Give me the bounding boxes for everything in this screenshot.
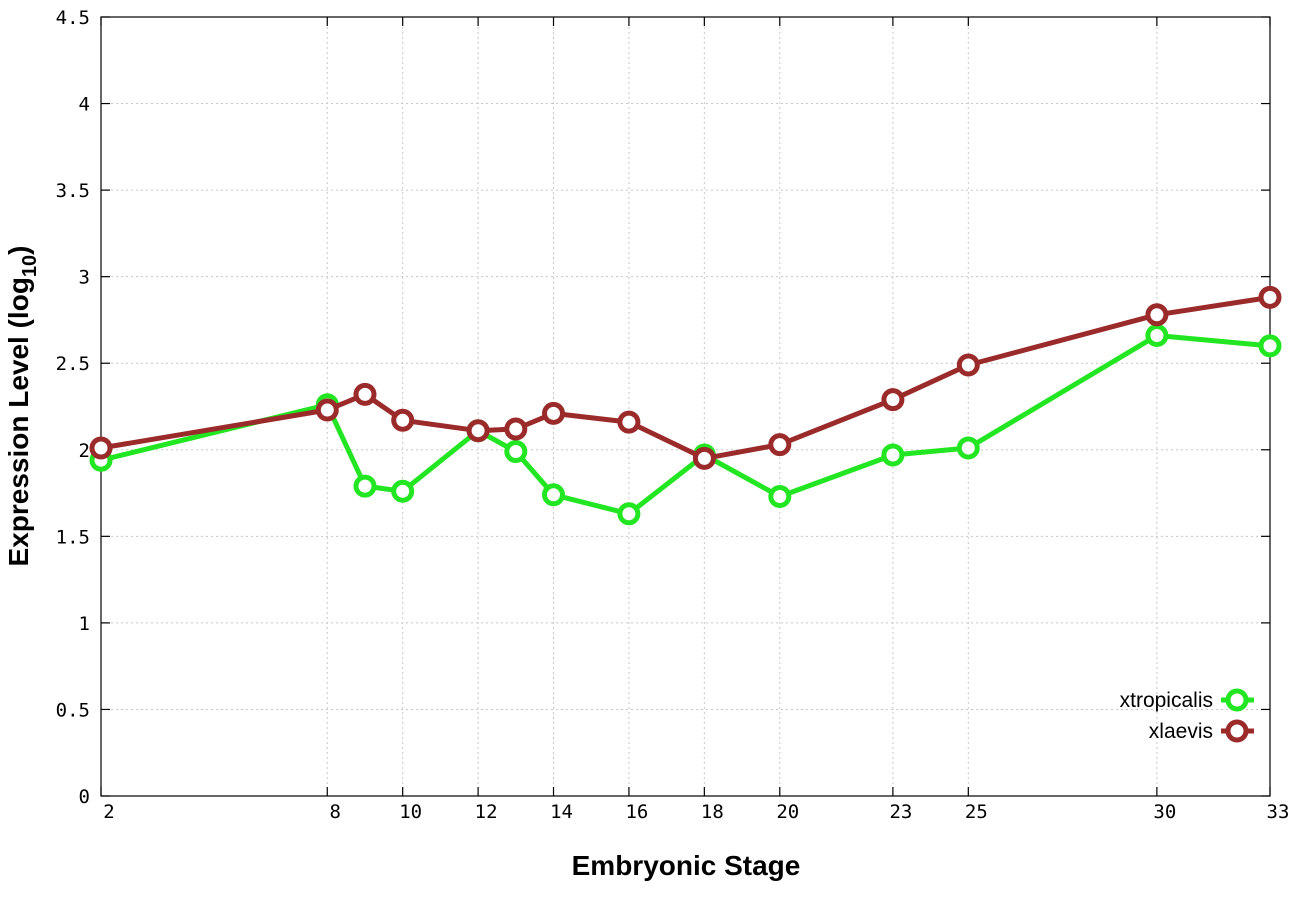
x-tick-label: 10	[399, 801, 422, 823]
legend-entry-xlaevis: xlaevis	[1149, 719, 1254, 743]
data-point-xlaevis	[542, 401, 565, 425]
axis-ticks: 0 0.5 1 1.5 2 2.5 3 3.5 4 4.5 2 8 10 12 14 16 18 20 23 25 30…	[56, 7, 1290, 823]
data-point-xtropicalis	[617, 502, 641, 526]
data-point-xtropicalis	[542, 483, 565, 507]
data-point-xlaevis	[315, 398, 339, 422]
y-tick-label: 4	[79, 94, 90, 116]
data-point-xlaevis	[353, 382, 377, 406]
data-point-xlaevis	[89, 436, 113, 460]
x-tick-label: 30	[1153, 801, 1176, 823]
y-tick-label: 2.5	[56, 353, 90, 375]
x-tick-label: 2	[103, 801, 114, 823]
grid-lines	[101, 17, 1270, 796]
x-tick-label: 25	[965, 801, 988, 823]
data-point-xlaevis	[692, 446, 716, 470]
x-axis-title: Embryonic Stage	[572, 850, 801, 881]
y-tick-label: 4.5	[56, 7, 90, 29]
data-point-xtropicalis	[881, 443, 905, 467]
legend-swatch-marker-xlaevis	[1225, 719, 1249, 743]
data-point-xtropicalis	[353, 474, 377, 498]
y-tick-label: 0.5	[56, 699, 90, 721]
data-point-xlaevis	[391, 408, 415, 432]
data-point-xlaevis	[504, 417, 528, 441]
data-point-xlaevis	[1145, 303, 1169, 327]
x-tick-label: 16	[625, 801, 648, 823]
data-point-xlaevis	[768, 433, 792, 457]
legend-entry-xtropicalis: xtropicalis	[1120, 688, 1254, 712]
plot-area-frame	[100, 16, 1271, 797]
x-tick-label: 8	[330, 801, 341, 823]
data-point-xlaevis	[617, 410, 641, 434]
data-series	[89, 285, 1282, 526]
y-axis-title-suffix: )	[3, 246, 34, 255]
x-tick-label: 23	[889, 801, 912, 823]
legend-label-xtropicalis: xtropicalis	[1120, 689, 1213, 712]
data-point-xtropicalis	[956, 436, 980, 460]
y-tick-label: 2	[79, 440, 90, 462]
x-tick-label: 20	[776, 801, 799, 823]
x-tick-label: 14	[550, 801, 573, 823]
data-point-xtropicalis	[1145, 324, 1169, 347]
data-point-xlaevis	[956, 353, 980, 377]
y-axis-title-subscript: 10	[19, 255, 41, 277]
data-point-xtropicalis	[768, 485, 792, 508]
series-xlaevis	[89, 285, 1282, 470]
y-tick-label: 1.5	[56, 526, 90, 548]
legend-swatch-marker-xtropicalis	[1225, 688, 1249, 712]
series-line-xlaevis	[100, 294, 1271, 461]
y-axis-title-main: Expression Level (log	[3, 277, 34, 566]
data-point-xtropicalis	[1258, 334, 1282, 358]
legend-label-xlaevis: xlaevis	[1149, 720, 1213, 743]
data-point-xlaevis	[466, 419, 490, 443]
data-point-xtropicalis	[504, 440, 528, 463]
y-axis-title: Expression Level (log10)	[3, 246, 41, 567]
y-tick-label: 3	[79, 267, 90, 289]
data-point-xlaevis	[881, 388, 905, 412]
series-line-xtropicalis	[100, 333, 1271, 517]
data-point-xlaevis	[1258, 285, 1282, 309]
x-tick-label: 18	[701, 801, 724, 823]
y-tick-label: 0	[79, 786, 90, 808]
y-tick-label: 3.5	[56, 180, 90, 202]
x-tick-label: 33	[1267, 801, 1290, 823]
data-point-xtropicalis	[391, 479, 415, 503]
x-tick-label: 12	[475, 801, 498, 823]
series-xtropicalis	[89, 324, 1282, 526]
legend: xtropicalis xlaevis	[1120, 688, 1254, 743]
y-tick-label: 1	[79, 613, 90, 635]
